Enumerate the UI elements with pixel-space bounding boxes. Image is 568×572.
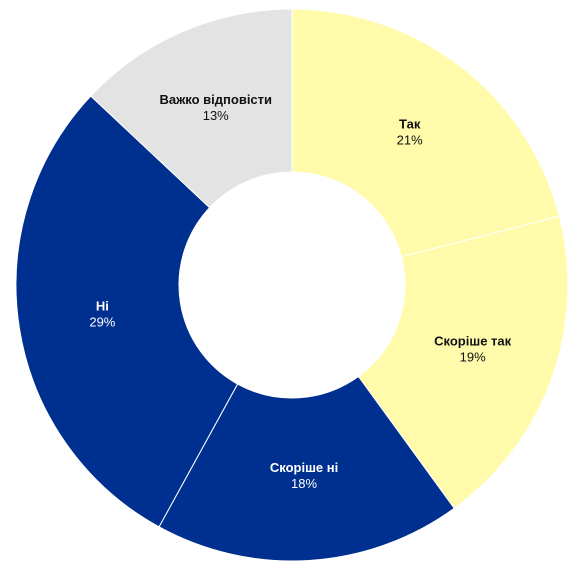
slice-name: Важко відповісти [159,92,272,107]
slice-name: Скоріше так [434,333,511,348]
donut-slice [357,215,568,509]
slice-value: 19% [460,349,486,364]
slice-value: 13% [203,108,229,123]
donut-slice [90,8,293,209]
slice-value: 18% [291,476,317,491]
donut-slice [158,375,455,562]
slice-name: Скоріше ні [270,460,338,475]
slice-name: Так [399,117,421,132]
slice-name: Ні [96,298,109,313]
donut-slice [15,95,239,528]
slice-value: 29% [89,314,115,329]
slice-value: 21% [397,133,423,148]
donut-slice [291,8,560,258]
